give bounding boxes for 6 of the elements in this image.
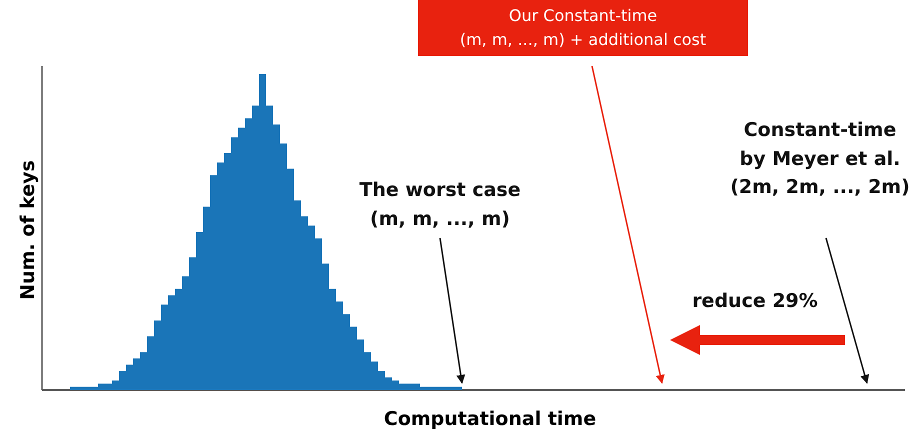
text: Constant-time by Meyer et al. (2m, 2m, ..., 2m)	[729, 118, 911, 200]
text: Our Constant-time (m, m, ..., m) + additional cost	[418, 0, 748, 56]
x-axis-title: Computational time	[382, 408, 598, 430]
y-axis-title: Num. of keys	[17, 160, 39, 300]
text: reduce 29%	[691, 289, 819, 314]
annotation: The worst case (m, m, ..., m)	[358, 178, 522, 232]
